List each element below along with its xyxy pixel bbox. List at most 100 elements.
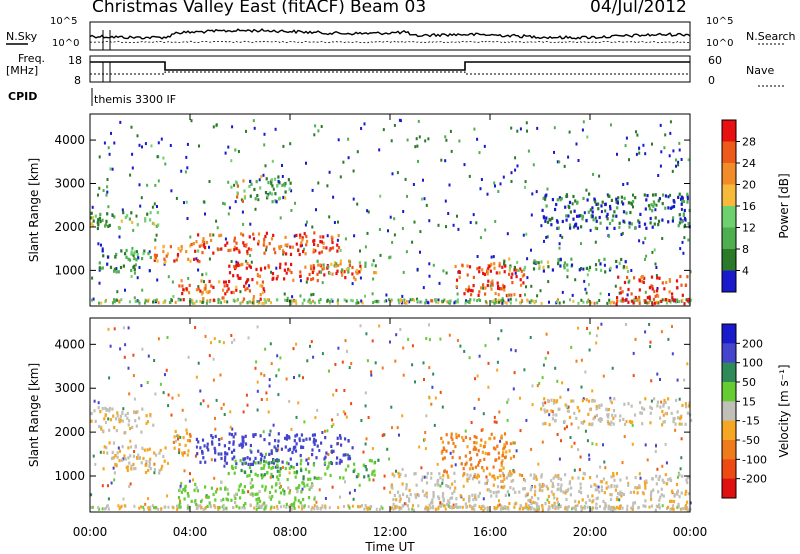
velocity-point	[588, 348, 591, 352]
power-point	[587, 283, 590, 287]
power-point	[423, 197, 426, 201]
velocity-cell	[464, 502, 467, 506]
velocity-cell	[466, 479, 469, 483]
power-cell	[554, 207, 557, 212]
velocity-cell	[138, 456, 141, 460]
velocity-ground-point	[456, 506, 458, 509]
power-cell	[347, 266, 350, 271]
power-point	[675, 158, 677, 162]
power-cell	[250, 182, 253, 186]
power-ground-point	[292, 299, 295, 303]
power-ground-point	[649, 298, 652, 302]
velocity-cell	[596, 496, 599, 500]
power-point	[317, 181, 320, 185]
power-cell	[148, 269, 151, 273]
power-cell	[352, 276, 356, 280]
velocity-point	[371, 447, 374, 451]
power-cell	[667, 206, 670, 210]
power-point	[132, 228, 135, 232]
velocity-cell	[164, 446, 167, 450]
velocity-cell	[464, 463, 467, 467]
power-ground-point	[113, 298, 115, 302]
velocity-point	[267, 410, 270, 414]
velocity-point	[656, 467, 659, 471]
power-cell	[268, 242, 271, 246]
velocity-ground-point	[140, 505, 142, 509]
velocity-point	[432, 372, 435, 376]
velocity-point	[468, 356, 471, 360]
power-cell	[563, 264, 566, 268]
velocity-cell	[202, 456, 205, 460]
power-ground-point	[587, 299, 590, 303]
velocity-cell	[552, 401, 556, 405]
velocity-cell	[480, 438, 483, 442]
velocity-cell	[604, 502, 607, 506]
velocity-cell	[220, 499, 223, 503]
velocity-cell	[493, 475, 496, 479]
velocity-cell	[489, 437, 492, 441]
power-cell	[616, 296, 619, 300]
velocity-cell	[392, 507, 395, 511]
velocity-point	[567, 388, 570, 392]
power-point	[293, 234, 296, 238]
velocity-ground-point	[279, 505, 282, 509]
power-cell	[200, 279, 203, 283]
power-point	[378, 228, 381, 231]
velocity-point	[318, 488, 321, 492]
velocity-colorbar-segment	[722, 324, 736, 344]
velocity-cell	[546, 487, 549, 491]
power-cell	[686, 299, 689, 303]
velocity-cell	[244, 461, 247, 465]
power-cell	[568, 223, 572, 227]
power-cell	[251, 278, 254, 282]
velocity-cell	[214, 458, 217, 462]
power-point	[686, 197, 689, 201]
velocity-cell	[326, 466, 329, 470]
power-point	[136, 134, 139, 138]
power-cell	[580, 267, 583, 271]
power-ground-point	[456, 300, 459, 304]
power-point	[223, 202, 226, 206]
velocity-point	[268, 384, 271, 388]
velocity-cell	[522, 487, 525, 491]
power-point	[535, 190, 538, 194]
velocity-ground-point	[499, 507, 502, 511]
velocity-cell	[634, 476, 637, 480]
power-cell	[358, 261, 361, 265]
power-cell	[198, 260, 201, 264]
freq-panel-frame	[89, 55, 691, 83]
velocity-cell	[135, 410, 138, 414]
velocity-ground-point	[263, 507, 266, 511]
velocity-cell	[368, 458, 371, 463]
velocity-cell	[567, 409, 570, 413]
velocity-cell	[500, 479, 503, 483]
velocity-cell	[324, 436, 327, 440]
power-ground-point	[312, 299, 314, 303]
velocity-cell	[118, 417, 121, 421]
velocity-cell	[336, 456, 339, 460]
power-cell	[223, 280, 226, 284]
velocity-ground-point	[123, 504, 126, 508]
velocity-point	[477, 397, 480, 401]
velocity-cell	[441, 478, 444, 482]
power-cell	[270, 178, 274, 182]
power-ground-point	[137, 299, 140, 303]
power-cell	[637, 297, 640, 301]
velocity-point	[449, 451, 452, 455]
power-cell	[608, 221, 612, 226]
velocity-cell	[447, 499, 450, 503]
power-point	[444, 199, 447, 203]
velocity-cell	[468, 450, 472, 455]
power-cell	[561, 219, 564, 224]
velocity-point	[496, 368, 499, 372]
velocity-ground-point	[612, 505, 615, 509]
velocity-cell	[188, 432, 192, 437]
velocity-point	[570, 422, 573, 426]
power-cell	[461, 263, 464, 267]
velocity-point	[332, 393, 335, 397]
power-cell	[618, 261, 621, 265]
velocity-point	[165, 368, 168, 372]
velocity-cell	[432, 490, 435, 495]
power-cell	[330, 262, 333, 266]
velocity-cell	[472, 498, 475, 502]
